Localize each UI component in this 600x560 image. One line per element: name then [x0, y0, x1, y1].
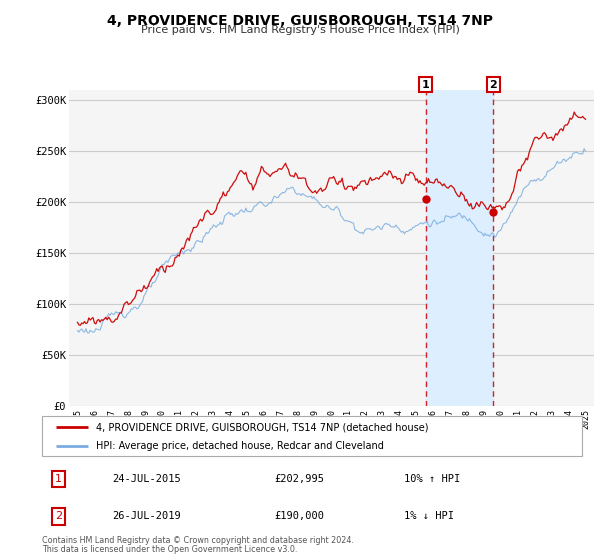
- Text: £202,995: £202,995: [274, 474, 324, 484]
- Text: 2: 2: [490, 80, 497, 90]
- Text: 1% ↓ HPI: 1% ↓ HPI: [404, 511, 454, 521]
- Text: 4, PROVIDENCE DRIVE, GUISBOROUGH, TS14 7NP (detached house): 4, PROVIDENCE DRIVE, GUISBOROUGH, TS14 7…: [96, 422, 428, 432]
- Text: 10% ↑ HPI: 10% ↑ HPI: [404, 474, 460, 484]
- Text: HPI: Average price, detached house, Redcar and Cleveland: HPI: Average price, detached house, Redc…: [96, 441, 384, 451]
- Bar: [425, 90, 493, 406]
- Text: Price paid vs. HM Land Registry's House Price Index (HPI): Price paid vs. HM Land Registry's House …: [140, 25, 460, 35]
- Text: 26-JUL-2019: 26-JUL-2019: [112, 511, 181, 521]
- FancyBboxPatch shape: [42, 416, 582, 456]
- Text: 1: 1: [55, 474, 62, 484]
- Text: 4, PROVIDENCE DRIVE, GUISBOROUGH, TS14 7NP: 4, PROVIDENCE DRIVE, GUISBOROUGH, TS14 7…: [107, 14, 493, 28]
- Text: Contains HM Land Registry data © Crown copyright and database right 2024.: Contains HM Land Registry data © Crown c…: [42, 536, 354, 545]
- Text: 2: 2: [55, 511, 62, 521]
- Text: 24-JUL-2015: 24-JUL-2015: [112, 474, 181, 484]
- Text: 1: 1: [422, 80, 430, 90]
- Text: This data is licensed under the Open Government Licence v3.0.: This data is licensed under the Open Gov…: [42, 545, 298, 554]
- Text: £190,000: £190,000: [274, 511, 324, 521]
